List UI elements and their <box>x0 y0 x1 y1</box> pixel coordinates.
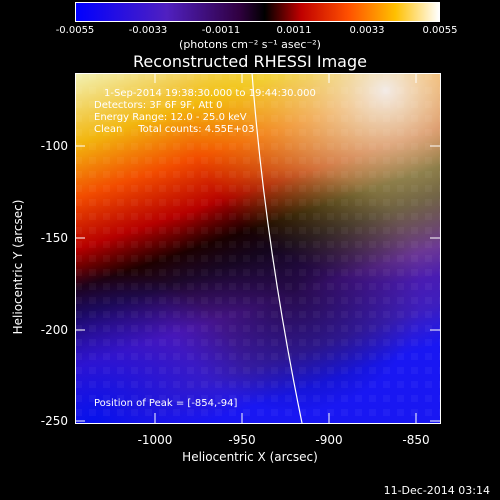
x-tick-label: -850 <box>402 433 430 447</box>
colorbar-tick: -0.0033 <box>128 25 168 36</box>
y-axis-label: Heliocentric Y (arcsec) <box>11 199 25 335</box>
x-tick-label: -1000 <box>137 433 173 447</box>
image-title: Reconstructed RHESSI Image <box>133 52 367 71</box>
detectors-label: Detectors: 3F 6F 9F, Att 0 <box>94 100 223 111</box>
colorbar <box>75 2 440 22</box>
colorbar-tick: 0.0033 <box>349 25 385 36</box>
colorbar-tick: -0.0055 <box>55 25 95 36</box>
solar-limb-line <box>251 73 303 423</box>
energy-range-label: Energy Range: 12.0 - 25.0 keV <box>94 112 247 123</box>
x-tick-label: -900 <box>315 433 343 447</box>
y-tick-label: -150 <box>40 231 68 245</box>
colorbar-tick: 0.0055 <box>422 25 458 36</box>
colorbar-unit-label: (photons cm⁻² s⁻¹ asec⁻²) <box>179 38 321 51</box>
timestamp: 11-Dec-2014 03:14 <box>383 484 490 497</box>
y-tick-label: -100 <box>40 139 68 153</box>
clean-counts-label: Clean Total counts: 4.55E+03 <box>94 124 255 135</box>
x-tick-label: -950 <box>228 433 256 447</box>
colorbar-tick: 0.0011 <box>276 25 312 36</box>
time-range-label: 1-Sep-2014 19:38:30.000 to 19:44:30.000 <box>104 88 316 99</box>
rhessi-image <box>75 73 440 423</box>
peak-position-label: Position of Peak = [-854,-94] <box>94 398 238 409</box>
y-tick-label: -200 <box>40 323 68 337</box>
colorbar-tick: -0.0011 <box>201 25 241 36</box>
y-tick-label: -250 <box>40 414 68 428</box>
x-axis-label: Heliocentric X (arcsec) <box>182 450 318 464</box>
